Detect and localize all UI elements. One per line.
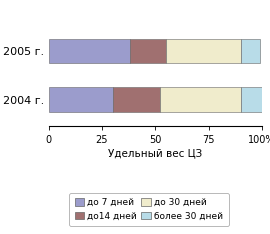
Bar bbox=[113, 87, 160, 112]
Bar bbox=[130, 39, 166, 63]
Bar bbox=[241, 87, 262, 112]
Bar bbox=[49, 39, 130, 63]
Legend: до 7 дней, до14 дней, до 30 дней, более 30 дней: до 7 дней, до14 дней, до 30 дней, более … bbox=[69, 193, 228, 226]
Bar bbox=[160, 87, 241, 112]
Bar bbox=[241, 39, 260, 63]
Bar bbox=[166, 39, 241, 63]
X-axis label: Удельный вес ЦЗ: Удельный вес ЦЗ bbox=[108, 148, 202, 158]
Bar bbox=[49, 87, 113, 112]
